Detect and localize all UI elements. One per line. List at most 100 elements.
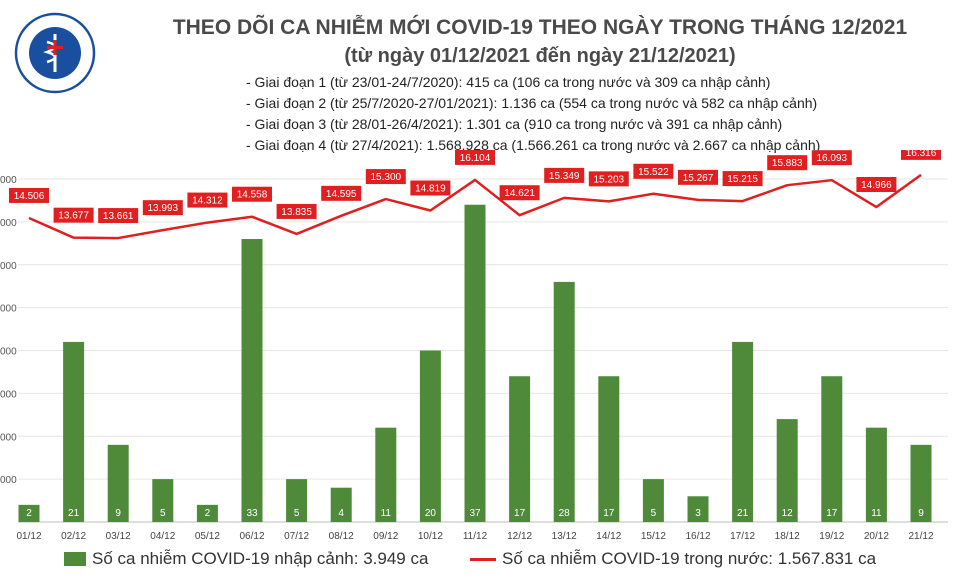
- line-value-label-bg: [678, 169, 718, 185]
- line-value-label-bg: [499, 185, 540, 201]
- x-tick-label: 05/12: [195, 531, 220, 542]
- bar-value-label: 21: [737, 508, 749, 519]
- legend-imported: Số ca nhiễm COVID-19 nhập cảnh: 3.949 ca: [64, 549, 428, 569]
- line-value-label: 14.621: [504, 188, 535, 199]
- x-tick-label: 17/12: [730, 531, 755, 542]
- x-tick-label: 03/12: [106, 531, 131, 542]
- page-title: THEO DÕI CA NHIỄM MỚI COVID-19 THEO NGÀY…: [172, 16, 908, 39]
- bar-value-label: 3: [695, 508, 701, 519]
- bar-value-label: 12: [782, 508, 794, 519]
- line-value-label-bg: [455, 150, 495, 165]
- x-tick-label: 12/12: [507, 531, 532, 542]
- bar-17-12: [732, 341, 754, 522]
- bar-03-12: [107, 444, 129, 522]
- phase-summary-list: - Giai đoạn 1 (từ 23/01-24/7/2020): 415 …: [246, 72, 820, 156]
- bar-value-label: 17: [514, 508, 526, 519]
- bar-value-label: 4: [338, 508, 344, 519]
- bar-value-label: 2: [26, 508, 32, 519]
- bar-04-12: [152, 479, 174, 522]
- line-value-label-bg: [767, 155, 808, 171]
- covid-cases-chart: 000 000 000 000 000 000 000 000 2 01/12 21 02/12 9 03…: [0, 150, 948, 542]
- line-value-label: 13.835: [281, 207, 312, 218]
- line-value-label: 13.677: [58, 211, 89, 222]
- bar-06-12: [241, 239, 263, 522]
- line-value-label-bg: [544, 167, 585, 183]
- line-value-label-bg: [365, 169, 406, 185]
- bar-value-label: 17: [826, 508, 838, 519]
- phase-2-summary: - Giai đoạn 2 (từ 25/7/2020-27/01/2021):…: [246, 95, 818, 111]
- bar-02-12: [63, 341, 85, 522]
- x-tick-label: 02/12: [61, 531, 86, 542]
- line-value-label: 16.093: [817, 153, 848, 164]
- x-tick-label: 13/12: [552, 531, 577, 542]
- domestic-cases-line: [28, 173, 922, 240]
- bar-18-12: [776, 419, 798, 522]
- legend-domestic-label: Số ca nhiễm COVID-19 trong nước: 1.567.8…: [502, 549, 877, 568]
- x-tick-label: 19/12: [819, 531, 844, 542]
- line-value-label-bg: [142, 200, 183, 216]
- x-tick-label: 14/12: [596, 531, 621, 542]
- bar-value-label: 5: [294, 508, 300, 519]
- y-tick-label: 000: [0, 347, 17, 358]
- line-value-label-bg: [588, 171, 629, 187]
- y-tick-label: 000: [0, 432, 17, 443]
- ministry-of-health-logo: [14, 12, 96, 94]
- line-value-label-bg: [187, 192, 228, 208]
- y-tick-label: 000: [0, 475, 17, 486]
- y-tick-label: 000: [0, 389, 17, 400]
- line-value-label: 15.267: [683, 173, 714, 184]
- line-value-label-bg: [98, 208, 139, 224]
- x-tick-label: 04/12: [150, 531, 175, 542]
- x-tick-label: 06/12: [239, 531, 264, 542]
- x-tick-label: 20/12: [864, 531, 889, 542]
- bar-11-12: [464, 204, 486, 522]
- x-tick-label: 10/12: [418, 531, 443, 542]
- y-tick-label: 000: [0, 304, 17, 315]
- bar-09-12: [375, 427, 397, 522]
- bar-05-12: [196, 504, 218, 522]
- line-value-label: 13.661: [103, 211, 134, 222]
- line-value-label-bg: [53, 207, 94, 223]
- bar-15-12: [642, 479, 664, 522]
- line-value-label-bg: [722, 171, 763, 187]
- legend-line-swatch: [470, 557, 496, 561]
- x-tick-label: 16/12: [685, 531, 710, 542]
- bar-08-12: [330, 487, 352, 522]
- line-value-label: 16.104: [460, 153, 491, 164]
- line-value-label-bg: [410, 180, 451, 196]
- phase-1-summary: - Giai đoạn 1 (từ 23/01-24/7/2020): 415 …: [246, 74, 771, 90]
- bar-value-label: 20: [425, 508, 437, 519]
- line-value-label: 14.595: [326, 189, 357, 200]
- phase-4-summary: - Giai đoạn 4 (từ 27/4/2021): 1.568.928 …: [246, 137, 821, 153]
- line-value-label: 14.819: [415, 184, 446, 195]
- x-tick-label: 01/12: [16, 531, 41, 542]
- bar-21-12: [910, 444, 932, 522]
- y-tick-label: 000: [0, 261, 17, 272]
- bar-value-label: 11: [381, 508, 392, 519]
- bar-07-12: [286, 479, 308, 522]
- x-tick-label: 09/12: [373, 531, 398, 542]
- line-value-label-bg: [9, 187, 49, 203]
- bar-14-12: [598, 376, 620, 522]
- bar-value-label: 5: [160, 508, 166, 519]
- bar-value-label: 28: [559, 508, 571, 519]
- bar-value-label: 17: [603, 508, 615, 519]
- x-tick-label: 18/12: [775, 531, 800, 542]
- legend-imported-label: Số ca nhiễm COVID-19 nhập cảnh: 3.949 ca: [92, 549, 429, 568]
- line-value-label-bg: [232, 186, 272, 202]
- y-tick-label: 000: [0, 218, 17, 229]
- line-value-label: 14.966: [861, 180, 892, 191]
- line-value-label-bg: [633, 163, 674, 179]
- line-value-label: 15.215: [727, 174, 758, 185]
- bar-value-label: 11: [871, 508, 882, 519]
- line-value-label-bg: [856, 177, 897, 193]
- bar-value-label: 9: [918, 508, 924, 519]
- line-value-label: 13.993: [148, 203, 179, 214]
- y-tick-label: 000: [0, 175, 17, 186]
- bar-value-label: 37: [469, 508, 481, 519]
- line-value-label: 14.312: [192, 196, 223, 207]
- x-tick-label: 08/12: [329, 531, 354, 542]
- x-tick-label: 15/12: [641, 531, 666, 542]
- line-value-label: 15.883: [772, 158, 803, 169]
- bar-value-label: 33: [246, 508, 258, 519]
